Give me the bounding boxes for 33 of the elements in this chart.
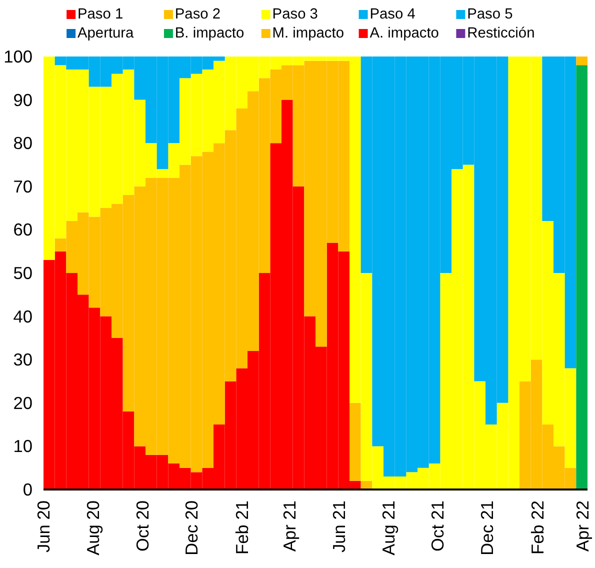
x-tick-label: Dec 21 [477, 500, 498, 556]
legend-label: Apertura [78, 26, 135, 42]
y-tick-label: 20 [13, 392, 33, 413]
legend-label: A. impacto [370, 26, 439, 42]
x-tick-label: Apr 22 [572, 500, 592, 552]
x-tick-label: Aug 21 [378, 500, 398, 556]
x-tick-label: Oct 21 [428, 500, 448, 552]
y-tick-label: 30 [13, 350, 33, 370]
legend-label: M. impacto [272, 26, 344, 42]
legend-label: Paso 2 [174, 6, 221, 22]
y-tick-label: 100 [4, 46, 33, 66]
legend-label: Resticción [467, 26, 535, 42]
y-tick-label: 10 [13, 436, 33, 456]
y-tick-label: 80 [13, 133, 33, 154]
x-tick-label: Dec 20 [182, 500, 202, 556]
legend-label: Paso 5 [467, 6, 513, 22]
y-tick-label: 40 [13, 306, 33, 326]
y-tick-label: 60 [13, 220, 33, 240]
x-tick-label: Apr 21 [280, 500, 300, 552]
x-tick-label: Feb 22 [527, 500, 548, 554]
y-tick-label: 50 [13, 263, 33, 283]
y-tick-label: 0 [22, 480, 33, 500]
x-tick-label: Feb 21 [232, 500, 252, 554]
x-tick-label: Oct 20 [132, 500, 152, 552]
y-tick-label: 90 [13, 90, 33, 110]
legend-label: Paso 3 [272, 6, 318, 22]
legend-label: Paso 1 [78, 6, 124, 22]
legend-label: B. impacto [174, 26, 244, 42]
y-tick-label: 70 [13, 176, 33, 196]
x-tick-label: Jun 20 [34, 500, 54, 553]
legend-label: Paso 4 [370, 6, 416, 22]
x-tick-label: Aug 20 [82, 500, 103, 556]
x-tick-label: Jun 21 [328, 500, 349, 553]
